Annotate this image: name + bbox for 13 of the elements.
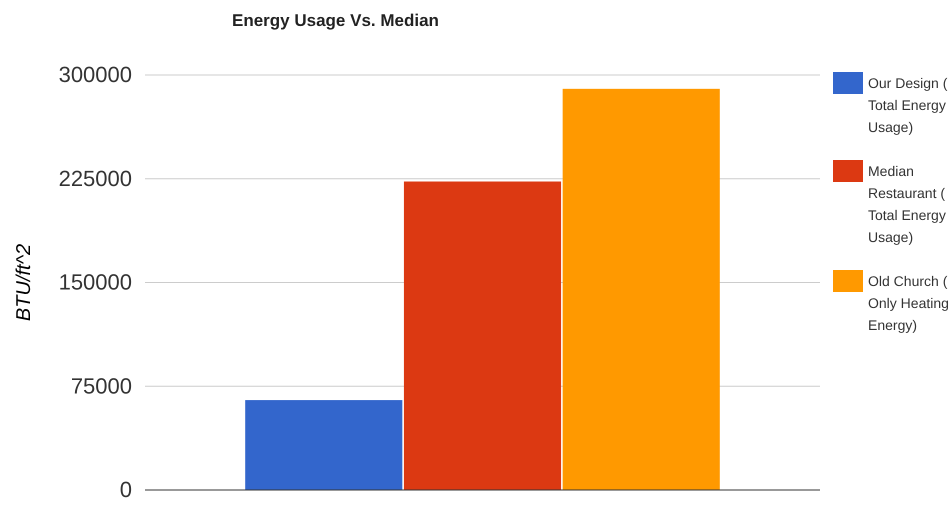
bar [404,182,562,490]
y-tick-label: 0 [120,477,132,502]
bar [245,400,402,490]
legend-label: Our Design ( Total Energy Usage) [868,75,948,135]
y-tick-label: 150000 [58,270,132,295]
y-tick-label: 225000 [58,166,132,191]
chart-title: Energy Usage Vs. Median [232,11,439,30]
y-tick-label: 300000 [58,62,132,88]
legend-label: Median Restaurant ( Total Energy Usage) [868,163,946,245]
bar [562,88,720,490]
y-axis-title: BTU/ft^2 [13,244,35,322]
legend-label: Old Church ( Only Heating Energy) [868,273,948,333]
y-tick-label: 75000 [70,373,132,398]
